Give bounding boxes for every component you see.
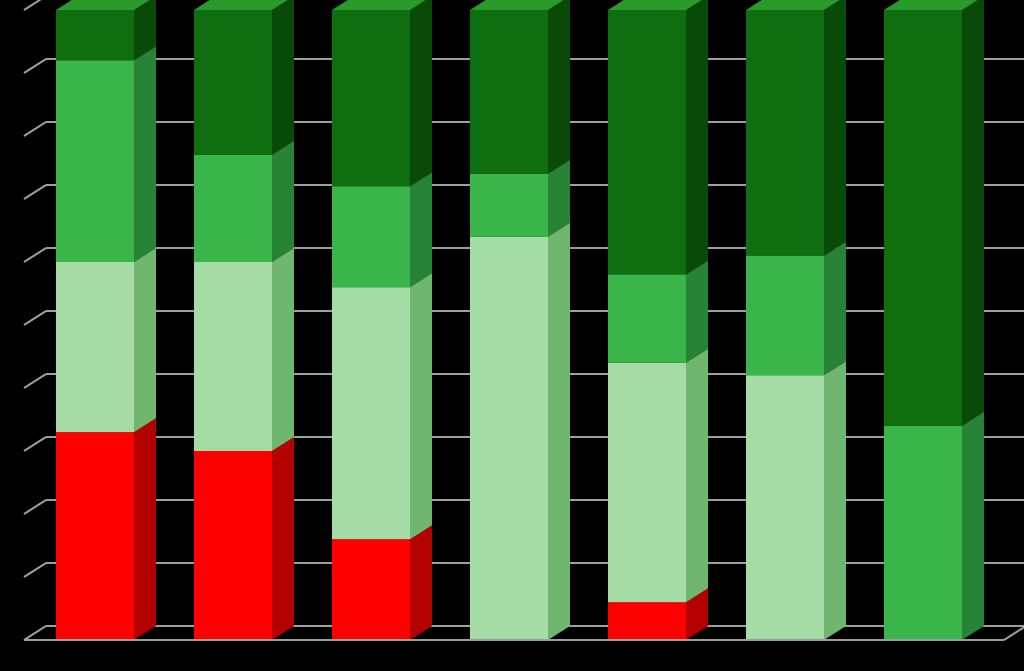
- bar-segment-light-side: [686, 349, 708, 602]
- bar-segment-red-side: [134, 418, 156, 640]
- bar-segment-mid: [194, 155, 272, 262]
- bar-segment-dark: [56, 10, 134, 60]
- bar-segment-mid-side: [962, 412, 984, 640]
- left-wall: [24, 0, 46, 640]
- bar-segment-light-side: [548, 223, 570, 640]
- bar-segment-dark: [194, 10, 272, 155]
- bar-segment-light-side: [272, 248, 294, 451]
- bar-segment-red: [332, 539, 410, 640]
- bar-segment-mid: [56, 60, 134, 262]
- bar-segment-mid: [746, 256, 824, 376]
- bar: [194, 0, 294, 640]
- bar-segment-mid-side: [272, 141, 294, 262]
- bar-segment-red: [56, 432, 134, 640]
- bar-segment-light: [746, 375, 824, 640]
- chart-stage: [0, 0, 1024, 671]
- bar-segment-mid: [884, 426, 962, 640]
- bar-segment-light-side: [824, 361, 846, 640]
- bar-segment-red: [608, 602, 686, 640]
- bar-segment-dark-side: [686, 0, 708, 275]
- bar-segment-red-side: [272, 437, 294, 640]
- bar: [608, 0, 708, 640]
- bars-group: [56, 0, 984, 640]
- bar-segment-dark-side: [548, 0, 570, 174]
- bar-segment-dark-side: [272, 0, 294, 155]
- bar-segment-mid-side: [134, 46, 156, 262]
- bar-segment-light-side: [410, 273, 432, 539]
- bar-segment-dark: [608, 10, 686, 275]
- bar-segment-dark-side: [410, 0, 432, 186]
- bar: [746, 0, 846, 640]
- bar: [470, 0, 570, 640]
- bar-segment-mid: [470, 174, 548, 237]
- bar-segment-mid-side: [410, 172, 432, 287]
- bar: [56, 0, 156, 640]
- bar-segment-mid-side: [824, 242, 846, 376]
- bar-segment-red-side: [410, 525, 432, 640]
- bar-segment-light-side: [134, 248, 156, 432]
- bar-segment-dark: [332, 10, 410, 186]
- bar-segment-light: [56, 262, 134, 432]
- bar-segment-light: [608, 363, 686, 602]
- bar-segment-light: [332, 287, 410, 539]
- stacked-bar-3d-chart: [0, 0, 1024, 671]
- bar-segment-dark-side: [962, 0, 984, 426]
- bar-segment-dark-side: [824, 0, 846, 256]
- bar-segment-mid: [608, 275, 686, 363]
- bar: [332, 0, 432, 640]
- bar-segment-mid-side: [686, 261, 708, 363]
- bar-segment-light: [194, 262, 272, 451]
- bar: [884, 0, 984, 640]
- bar-segment-dark: [884, 10, 962, 426]
- bar-segment-dark: [746, 10, 824, 256]
- bar-segment-light: [470, 237, 548, 640]
- bar-segment-mid: [332, 186, 410, 287]
- bar-segment-red: [194, 451, 272, 640]
- bar-segment-dark: [470, 10, 548, 174]
